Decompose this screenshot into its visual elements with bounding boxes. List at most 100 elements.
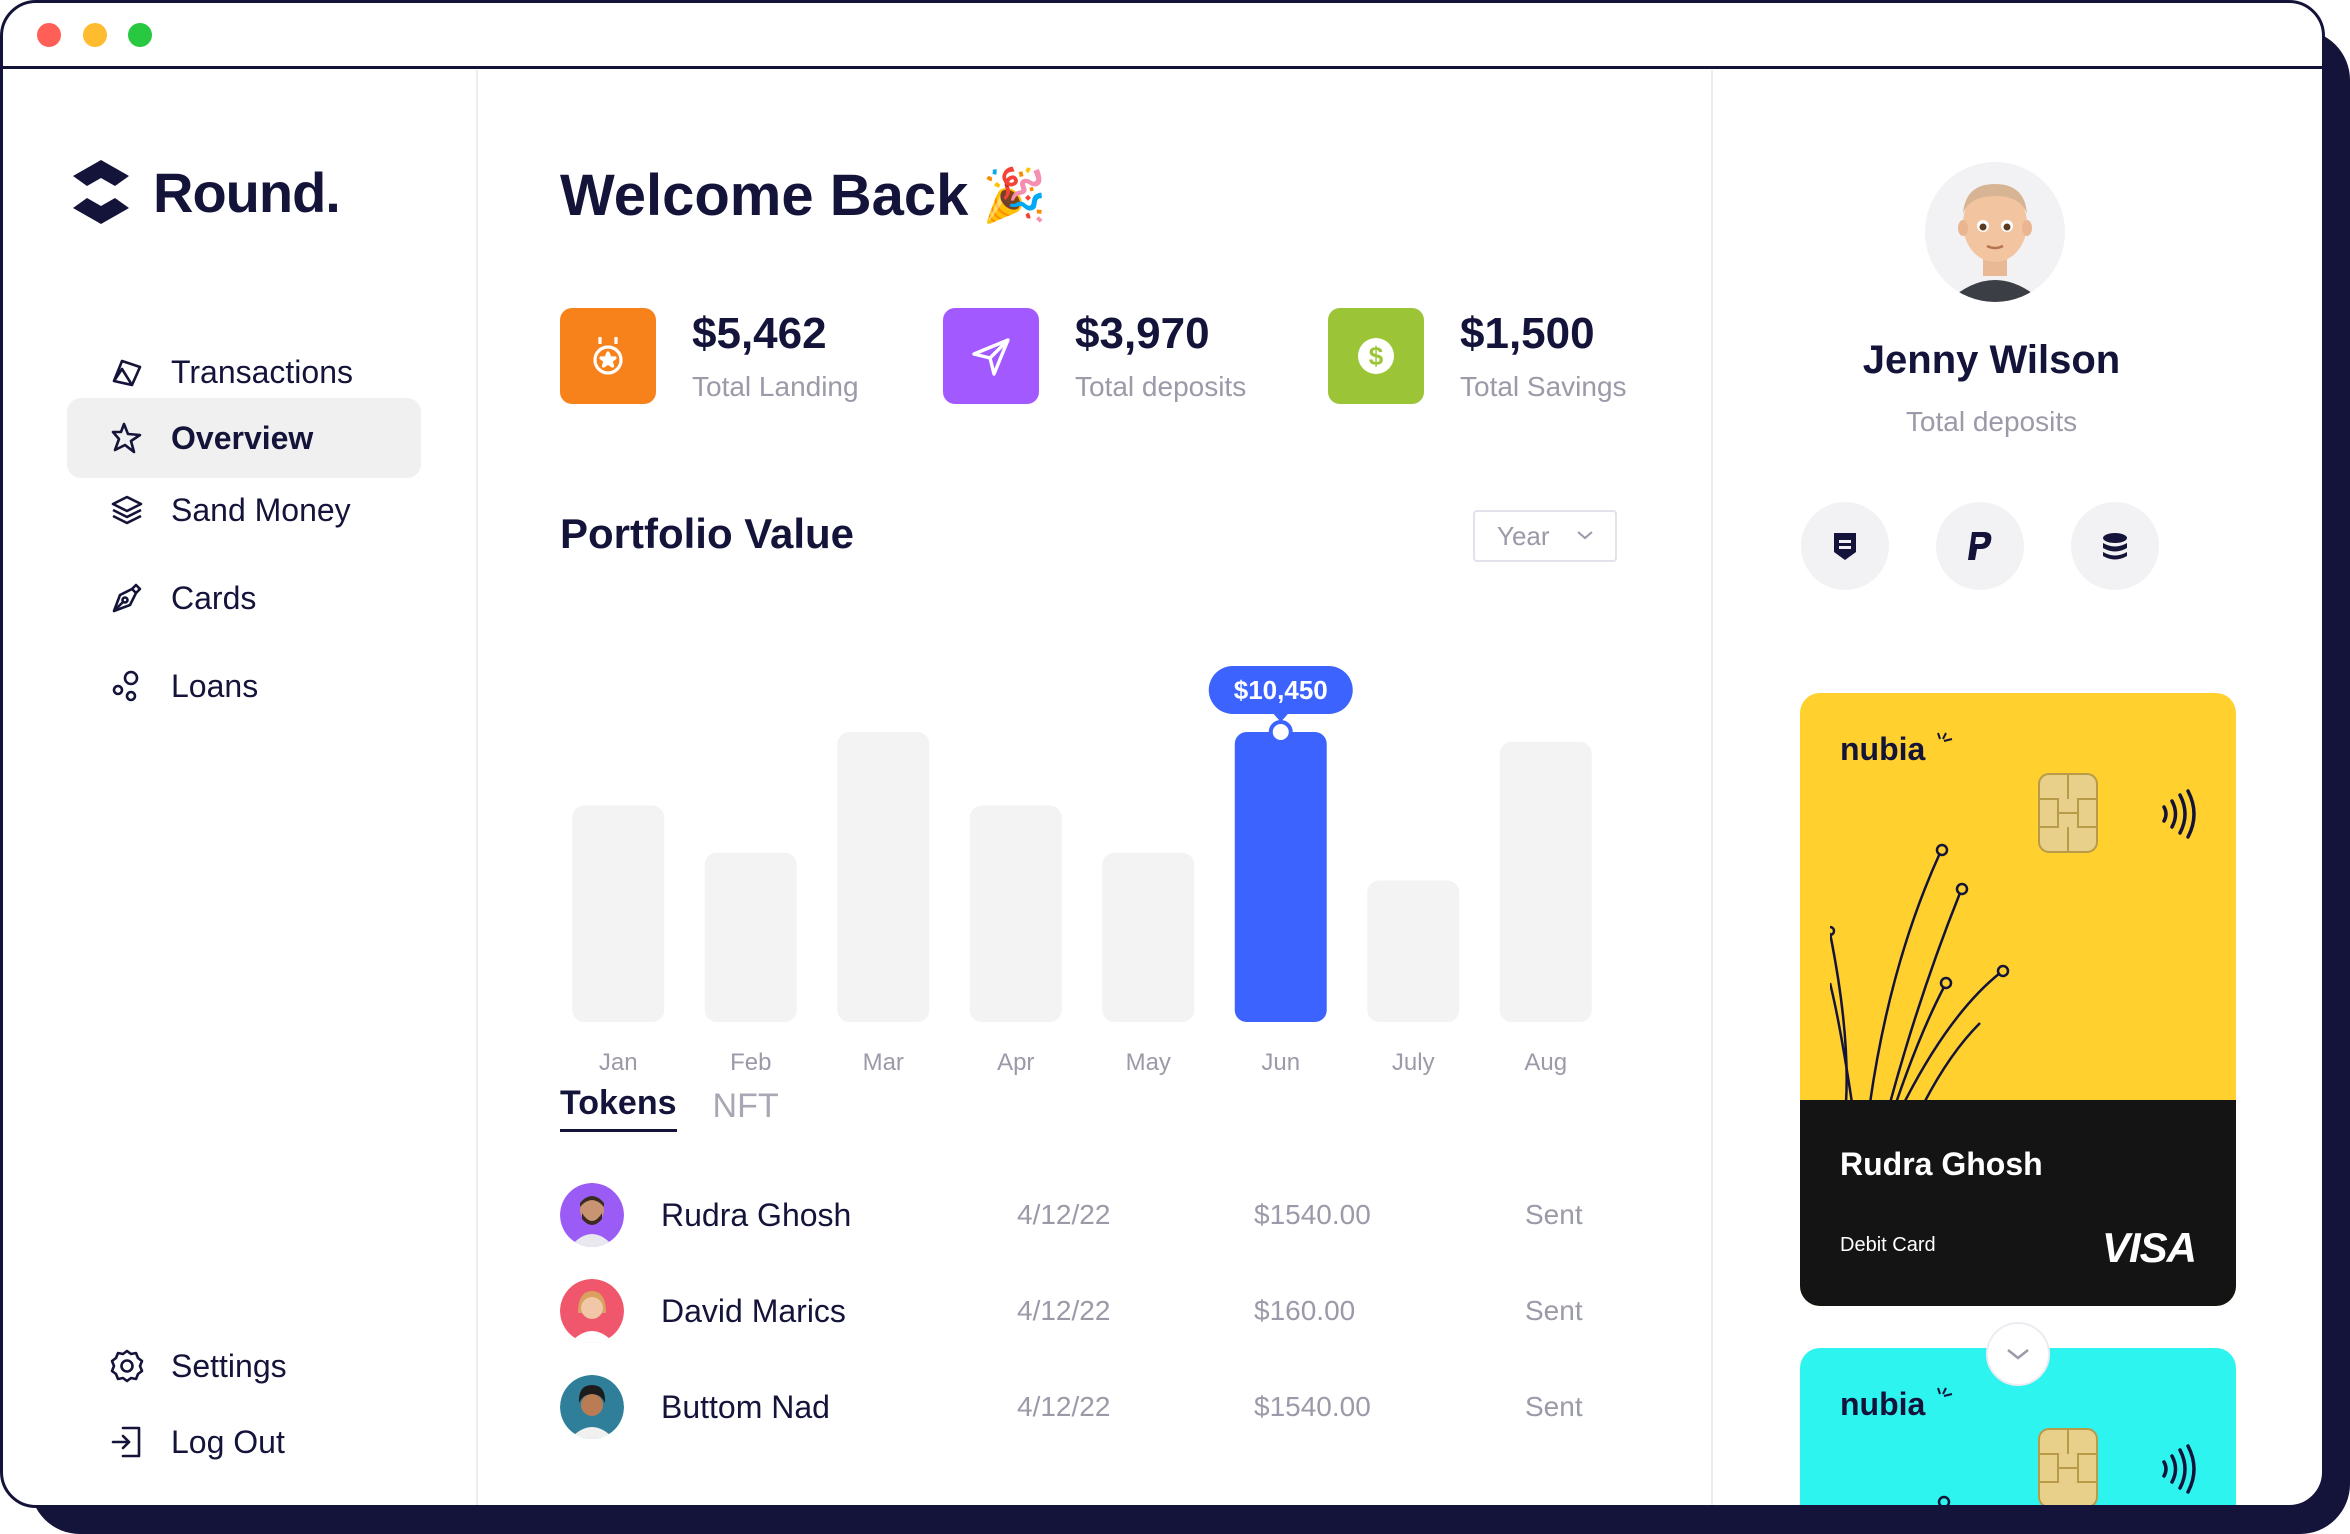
sidebar: Round. Transactions Overview Sand Money … (3, 70, 478, 1505)
close-window-button[interactable] (37, 23, 61, 47)
app-name: Round. (153, 160, 341, 224)
card-pattern-illustration (1937, 1495, 1951, 1505)
tab-nft[interactable]: NFT (712, 1087, 779, 1125)
card-holder-name: Rudra Ghosh (1840, 1146, 2043, 1182)
portfolio-bar-chart: Jan Feb Mar Apr May Jun $10,450 July Aug (572, 666, 1592, 1076)
transaction-status: Sent (1525, 1295, 1583, 1326)
chart-bar-jan[interactable] (572, 805, 665, 1022)
pen-icon (109, 580, 145, 616)
sidebar-item-label: Log Out (171, 1423, 285, 1460)
card-chip-icon (2038, 1428, 2098, 1505)
party-popper-icon: 🎉 (982, 167, 1048, 225)
x-tick-label: July (1392, 1049, 1435, 1076)
chart-bar-july[interactable] (1367, 880, 1460, 1022)
circles-icon (109, 668, 145, 704)
x-tick-label: Apr (997, 1049, 1034, 1076)
avatar (560, 1375, 624, 1439)
transaction-amount: $1540.00 (1254, 1199, 1371, 1230)
x-tick-label: Feb (730, 1049, 771, 1076)
stat-label: Total Landing (692, 371, 859, 402)
logo[interactable]: Round. (69, 158, 341, 226)
card-brand: nubia (1840, 731, 1926, 767)
avatar (560, 1279, 624, 1343)
profile-subtitle: Total deposits (1905, 406, 2078, 437)
coins-icon[interactable] (2071, 502, 2159, 590)
highlight-point (1268, 720, 1293, 744)
card-details: Rudra Ghosh Debit Card VISA (1800, 1100, 2236, 1306)
stat-total-savings: $ $1,500 Total Savings (1328, 308, 1627, 404)
sidebar-item-overview[interactable]: Overview (67, 398, 421, 478)
tag-icon (109, 354, 145, 390)
transaction-amount: $160.00 (1254, 1295, 1356, 1326)
x-tick-label: May (1126, 1049, 1171, 1076)
x-tick-label: Mar (863, 1049, 904, 1076)
gear-icon (109, 1348, 145, 1384)
stat-total-landing: $5,462 Total Landing (560, 308, 859, 404)
transaction-amount: $1540.00 (1254, 1391, 1371, 1422)
logout-icon (109, 1424, 145, 1460)
medal-icon (560, 308, 656, 404)
transaction-name: Buttom Nad (661, 1388, 830, 1425)
table-row[interactable]: Buttom Nad 4/12/22 $1540.00 Sent (560, 1372, 1620, 1442)
contactless-icon (2162, 1444, 2196, 1494)
x-tick-label: Aug (1524, 1049, 1567, 1076)
card-type: Debit Card (1840, 1234, 1936, 1256)
chart-bar-jun[interactable] (1234, 732, 1327, 1022)
value-tooltip (1208, 666, 1353, 714)
paypal-icon[interactable] (1936, 502, 2024, 590)
avatar[interactable] (1925, 162, 2065, 302)
table-row[interactable]: Rudra Ghosh 4/12/22 $1540.00 Sent (560, 1180, 1620, 1250)
chart-bar-feb[interactable] (704, 852, 797, 1022)
sidebar-item-transactions[interactable]: Transactions (67, 332, 421, 412)
welcome-text: Welcome Back (560, 163, 969, 228)
dollar-icon: $ (1328, 308, 1424, 404)
sidebar-item-label: Sand Money (171, 491, 351, 528)
layers-icon (109, 492, 145, 528)
chart-bar-may[interactable] (1102, 852, 1195, 1022)
chart-bar-apr[interactable] (969, 805, 1062, 1022)
period-select[interactable]: Year (1473, 510, 1617, 562)
page-title: Welcome Back 🎉 (560, 162, 1047, 229)
transaction-date: 4/12/22 (1017, 1199, 1111, 1230)
sidebar-item-label: Settings (171, 1347, 287, 1384)
sidebar-item-label: Loans (171, 667, 259, 704)
spark-icon (1937, 732, 1953, 742)
svg-text:$: $ (1369, 341, 1384, 371)
app-window: Round. Transactions Overview Sand Money … (0, 0, 2325, 1508)
stat-value: $3,970 (1075, 309, 1210, 358)
stat-label: Total Savings (1460, 371, 1627, 402)
chevron-down-icon (1577, 531, 1593, 540)
sidebar-item-sand-money[interactable]: Sand Money (67, 470, 421, 550)
sidebar-item-settings[interactable]: Settings (67, 1326, 421, 1406)
tab-tokens[interactable]: Tokens (560, 1084, 677, 1132)
transaction-date: 4/12/22 (1017, 1295, 1111, 1326)
chart-bar-aug[interactable] (1499, 741, 1592, 1022)
sidebar-item-loans[interactable]: Loans (67, 646, 421, 726)
transaction-name: Rudra Ghosh (661, 1196, 852, 1233)
card-chip-icon (2038, 773, 2098, 853)
wallet-icon[interactable] (1801, 502, 1889, 590)
maximize-window-button[interactable] (128, 23, 152, 47)
tooltip-value: $10,450 (1234, 675, 1328, 705)
card-brand: nubia (1840, 1386, 1926, 1422)
tooltip-pointer (1272, 713, 1289, 722)
sidebar-item-label: Transactions (171, 353, 353, 390)
chart-bar-mar[interactable] (837, 732, 930, 1022)
minimize-window-button[interactable] (83, 23, 107, 47)
transaction-name: David Marics (661, 1292, 846, 1329)
spark-icon (1937, 1387, 1953, 1397)
transaction-date: 4/12/22 (1017, 1391, 1111, 1422)
profile-panel: Jenny Wilson Total deposits nubia (1715, 70, 2322, 1505)
table-row[interactable]: David Marics 4/12/22 $160.00 Sent (560, 1276, 1620, 1346)
stat-label: Total deposits (1075, 371, 1247, 402)
main-content: Welcome Back 🎉 $5,462 Total Landing $3,9… (480, 70, 1713, 1505)
transaction-status: Sent (1525, 1391, 1583, 1422)
profile-name: Jenny Wilson (1862, 338, 2121, 382)
avatar (560, 1183, 624, 1247)
second-card[interactable]: nubia (1800, 1348, 2236, 1505)
expand-cards-button[interactable] (1986, 1322, 2050, 1386)
sidebar-item-cards[interactable]: Cards (67, 558, 421, 638)
debit-card[interactable]: nubia Rudra Ghosh Debit Card VISA (1800, 693, 2236, 1306)
sidebar-item-logout[interactable]: Log Out (67, 1402, 421, 1482)
visa-logo: VISA (2101, 1224, 2197, 1271)
